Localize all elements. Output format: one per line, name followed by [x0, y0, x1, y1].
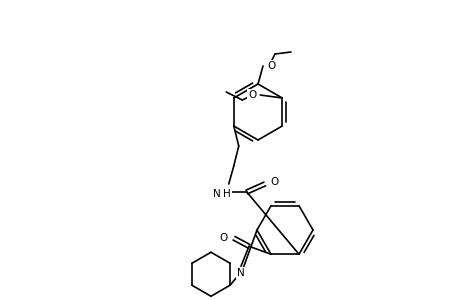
Text: H: H [223, 189, 230, 199]
Text: O: O [270, 177, 279, 187]
Text: N: N [213, 189, 220, 199]
Text: O: O [266, 61, 274, 71]
Text: O: O [247, 90, 256, 100]
Text: O: O [219, 233, 228, 243]
Text: N: N [236, 268, 244, 278]
